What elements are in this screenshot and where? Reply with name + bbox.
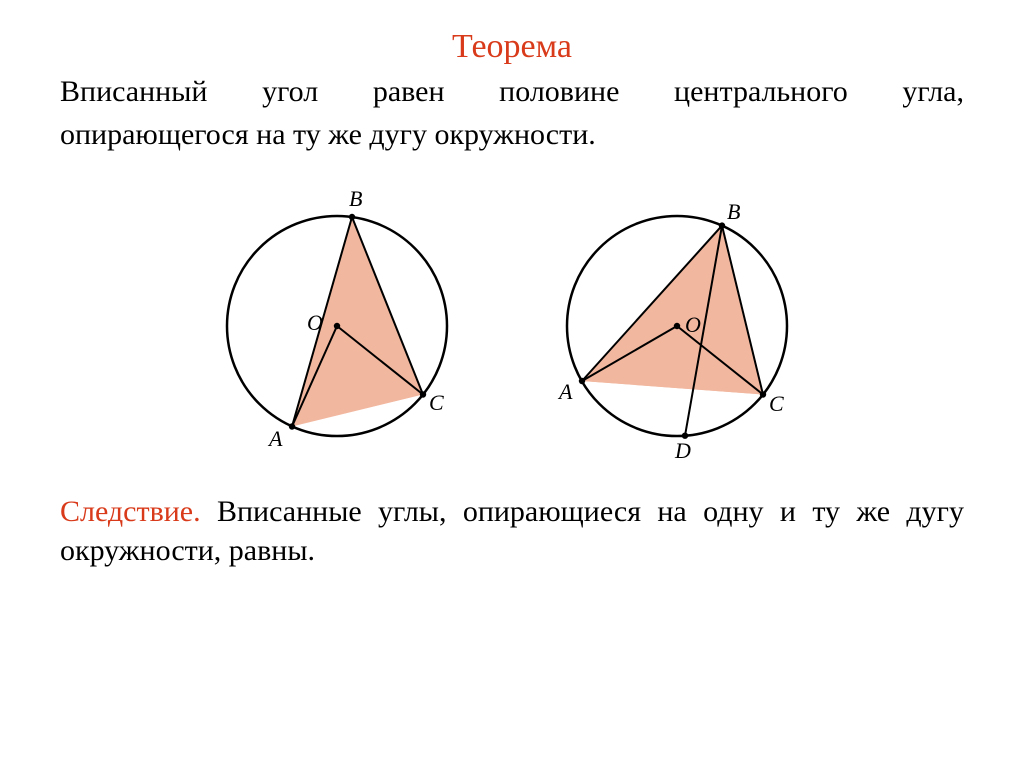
label-C: C: [769, 391, 784, 416]
theorem-title: Теорема: [60, 28, 964, 66]
diagram-right: A B C D O: [527, 176, 827, 466]
label-A: A: [267, 426, 283, 451]
point-O: [674, 323, 680, 329]
slide: Теорема Вписанный угол равен половине це…: [0, 0, 1024, 767]
point-A: [289, 423, 295, 429]
point-O: [334, 323, 340, 329]
point-C: [760, 391, 766, 397]
diagram-left: A B C O: [197, 176, 477, 466]
point-B: [719, 222, 725, 228]
diagram-row: A B C O A B C D O: [60, 176, 964, 466]
label-B: B: [727, 199, 740, 224]
label-O: O: [685, 312, 701, 337]
label-O: O: [307, 310, 323, 335]
theorem-line-2: опирающегося на ту же дугу окружности.: [60, 115, 964, 154]
label-D: D: [674, 438, 691, 463]
corollary-label: Следствие.: [60, 495, 201, 528]
corollary: Следствие. Вписанные углы, опирающиеся н…: [60, 492, 964, 570]
point-A: [579, 378, 585, 384]
label-C: C: [429, 390, 444, 415]
point-B: [349, 214, 355, 220]
label-A: A: [557, 379, 573, 404]
point-C: [420, 391, 426, 397]
label-B: B: [349, 186, 362, 211]
theorem-line-1: Вписанный угол равен половине центрально…: [60, 72, 964, 111]
